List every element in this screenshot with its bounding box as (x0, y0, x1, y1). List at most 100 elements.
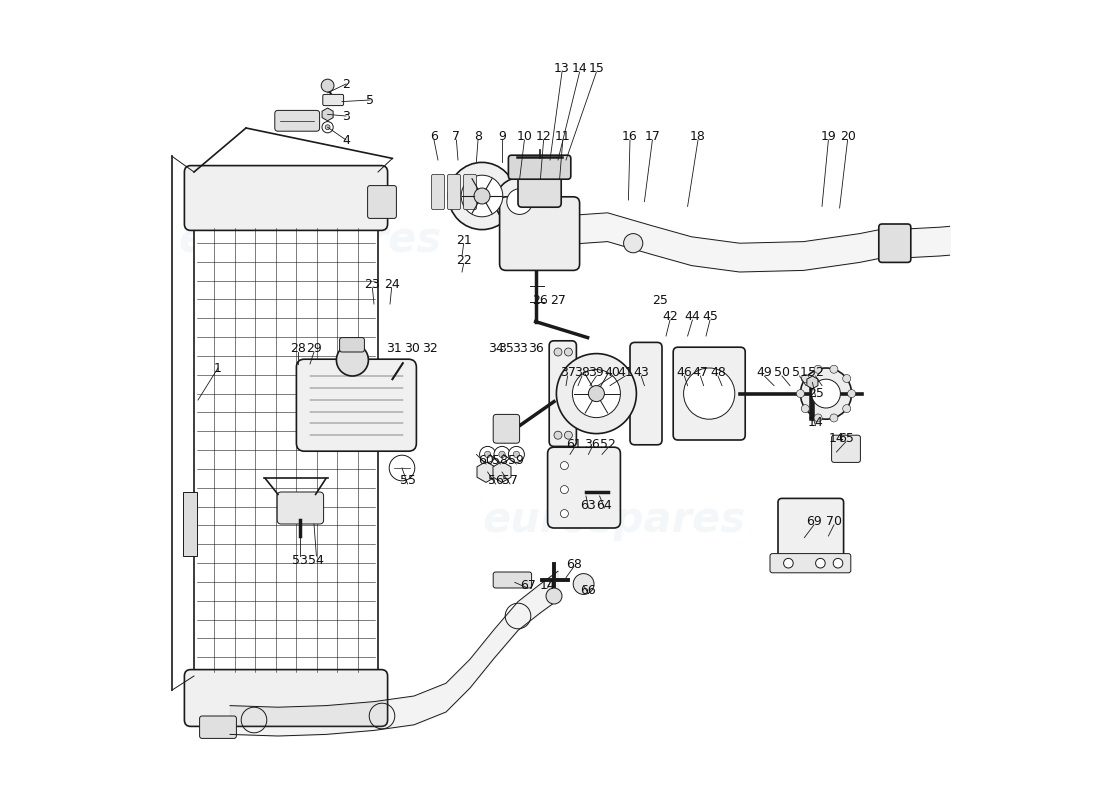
Text: 14: 14 (540, 579, 556, 592)
Text: 69: 69 (806, 515, 822, 528)
Text: 49: 49 (757, 366, 772, 378)
Circle shape (573, 574, 594, 594)
FancyBboxPatch shape (275, 110, 320, 131)
FancyBboxPatch shape (448, 174, 461, 210)
Circle shape (843, 405, 850, 413)
Text: 33: 33 (512, 342, 528, 354)
Circle shape (801, 368, 851, 419)
Circle shape (560, 510, 569, 518)
FancyBboxPatch shape (340, 338, 364, 352)
Text: 14: 14 (828, 432, 845, 445)
FancyBboxPatch shape (770, 554, 850, 573)
Text: 52: 52 (600, 438, 616, 450)
Bar (194, 224, 378, 676)
Text: 27: 27 (550, 294, 565, 306)
Circle shape (498, 451, 505, 458)
Text: 40: 40 (605, 366, 620, 378)
Text: 36: 36 (584, 438, 600, 450)
FancyBboxPatch shape (199, 716, 236, 738)
Text: 59: 59 (508, 454, 525, 466)
Text: 24: 24 (384, 278, 399, 290)
Text: eurospares: eurospares (178, 219, 441, 261)
Text: 16: 16 (623, 130, 638, 142)
Circle shape (557, 354, 637, 434)
Text: 65: 65 (838, 432, 854, 445)
Text: 23: 23 (364, 278, 381, 290)
Circle shape (322, 122, 333, 133)
Text: 14: 14 (807, 416, 824, 429)
Text: 56: 56 (487, 474, 504, 486)
Text: 29: 29 (306, 342, 322, 354)
Text: 67: 67 (519, 579, 536, 592)
Text: 39: 39 (588, 366, 604, 378)
Circle shape (484, 451, 491, 458)
Text: 6: 6 (430, 130, 438, 142)
Text: 18: 18 (690, 130, 706, 142)
Circle shape (554, 348, 562, 356)
Text: 9: 9 (498, 130, 506, 142)
Text: 70: 70 (826, 515, 842, 528)
Circle shape (564, 431, 572, 439)
Text: 17: 17 (645, 130, 660, 142)
FancyBboxPatch shape (493, 572, 531, 588)
FancyBboxPatch shape (549, 341, 576, 446)
Text: 37: 37 (560, 366, 575, 378)
Circle shape (321, 79, 334, 92)
Text: 61: 61 (566, 438, 582, 450)
Text: 35: 35 (498, 342, 514, 354)
Text: 38: 38 (574, 366, 590, 378)
Text: 42: 42 (662, 310, 678, 322)
Text: 26: 26 (532, 294, 548, 306)
Circle shape (815, 558, 825, 568)
Text: 7: 7 (452, 130, 461, 142)
Circle shape (812, 379, 840, 408)
Text: eurospares: eurospares (483, 499, 746, 541)
Text: 54: 54 (308, 554, 324, 566)
Circle shape (546, 588, 562, 604)
Circle shape (683, 368, 735, 419)
Text: 44: 44 (684, 310, 701, 322)
Text: 63: 63 (581, 499, 596, 512)
Circle shape (814, 366, 822, 374)
Text: 58: 58 (493, 454, 508, 466)
FancyBboxPatch shape (493, 414, 519, 443)
Text: 53: 53 (293, 554, 308, 566)
Circle shape (801, 405, 810, 413)
Text: 1: 1 (214, 362, 222, 374)
Circle shape (474, 188, 490, 204)
Text: 13: 13 (554, 62, 570, 74)
FancyBboxPatch shape (431, 174, 444, 210)
Circle shape (326, 125, 330, 130)
Text: 47: 47 (693, 366, 708, 378)
FancyBboxPatch shape (277, 492, 323, 524)
Circle shape (560, 486, 569, 494)
Text: 48: 48 (711, 366, 726, 378)
Circle shape (796, 390, 804, 398)
FancyBboxPatch shape (185, 670, 387, 726)
Circle shape (449, 162, 516, 230)
Text: 4: 4 (342, 134, 350, 146)
Bar (183, 492, 197, 556)
Text: 19: 19 (821, 130, 836, 142)
Text: 20: 20 (839, 130, 856, 142)
FancyBboxPatch shape (832, 435, 860, 462)
Circle shape (848, 390, 856, 398)
Circle shape (801, 374, 810, 382)
Text: 5: 5 (366, 94, 374, 106)
Circle shape (461, 175, 503, 217)
Circle shape (496, 178, 543, 226)
Circle shape (480, 446, 496, 462)
Text: 32: 32 (422, 342, 438, 354)
Text: 41: 41 (617, 366, 634, 378)
Circle shape (833, 558, 843, 568)
Circle shape (588, 386, 604, 402)
Circle shape (572, 370, 620, 418)
Text: 57: 57 (502, 474, 518, 486)
Circle shape (829, 366, 838, 374)
Circle shape (829, 414, 838, 422)
Text: 15: 15 (588, 62, 604, 74)
Text: 52: 52 (807, 366, 824, 378)
FancyBboxPatch shape (508, 155, 571, 179)
Text: 11: 11 (554, 130, 571, 142)
Text: 10: 10 (517, 130, 532, 142)
